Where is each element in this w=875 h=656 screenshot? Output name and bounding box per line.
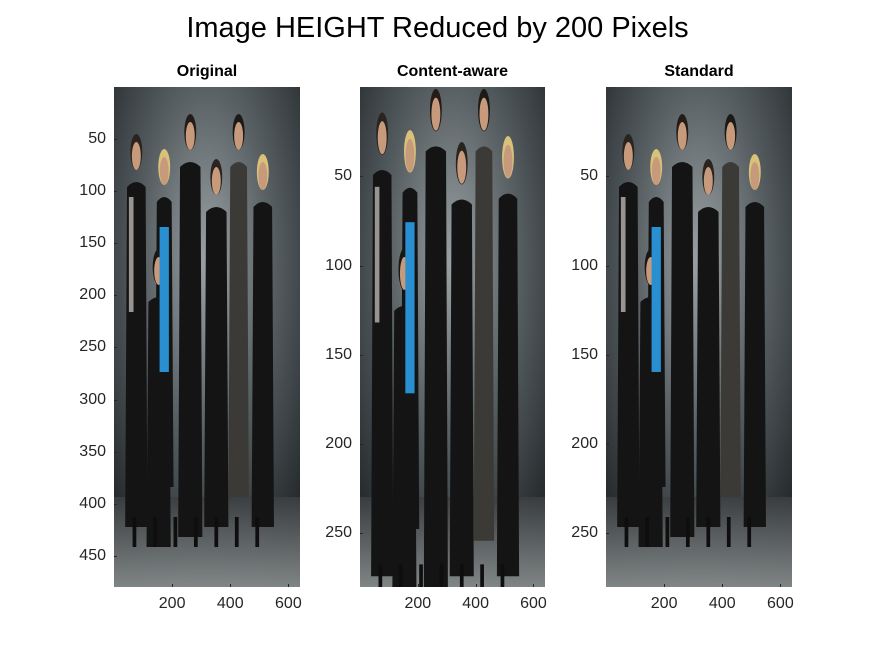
ytick-label: 150 [325,345,352,363]
ytick-label: 250 [571,524,598,542]
xtick-mark [417,584,419,587]
ytick-label: 100 [79,182,106,200]
axes-title-standard: Standard [664,63,734,80]
photo-content-aware [360,87,545,587]
xtick-mark [722,584,724,587]
xtick-label: 400 [462,595,489,612]
xtick-label: 600 [275,595,302,612]
ytick-mark [114,555,117,557]
xtick-label: 400 [708,595,736,612]
ytick-label: 50 [580,167,598,185]
xtick-label: 400 [216,595,244,612]
ytick-mark [360,444,363,446]
xtick-mark [475,584,477,587]
xtick-mark [664,584,666,587]
axes-title-content-aware: Content-aware [396,63,509,80]
ytick-mark [114,191,117,193]
ytick-label: 200 [571,435,598,453]
xtick-mark [172,584,174,587]
ytick-mark [114,451,117,453]
ytick-mark [360,533,363,535]
ytick-mark [114,347,117,349]
xtick-label: 200 [404,595,432,612]
ytick-label: 200 [79,286,106,304]
photo-svg [360,87,545,587]
ytick-label: 150 [79,234,106,252]
ytick-label: 450 [79,546,106,564]
axes-title-original: Original [176,63,238,80]
ytick-mark [114,139,117,141]
xtick-label: 200 [158,595,186,612]
ytick-label: 100 [571,256,598,274]
xtick-mark [780,584,782,587]
ytick-mark [114,399,117,401]
photo-svg [114,87,300,587]
xtick-mark [533,584,535,587]
ytick-mark [360,176,363,178]
axes-original: Original 50 100 150 200 250 300 350 400 450 200 40… [79,63,301,612]
ytick-label: 50 [88,130,106,148]
xtick-mark [288,584,290,587]
ytick-label: 400 [79,494,106,512]
axes-standard: Standard 50 100 150 200 250 200 400 600 [571,63,793,612]
xtick-label: 200 [650,595,678,612]
ytick-label: 250 [325,524,352,542]
ytick-label: 50 [334,167,352,185]
xtick-mark [230,584,232,587]
ytick-label: 300 [79,390,106,408]
ytick-mark [606,265,609,267]
figure-title: Image HEIGHT Reduced by 200 Pixels [186,12,689,44]
ytick-label: 200 [325,435,352,453]
ytick-mark [114,295,117,297]
xtick-label: 600 [520,595,547,612]
ytick-label: 150 [571,345,598,363]
ytick-mark [360,354,363,356]
ytick-mark [606,354,609,356]
axes-content-aware: Content-aware 50 100 150 200 250 200 400 600 [325,63,546,612]
ytick-mark [114,503,117,505]
ytick-label: 350 [79,442,106,460]
ytick-mark [114,243,117,245]
ytick-mark [606,176,609,178]
photo-standard [606,87,792,587]
xtick-label: 600 [767,595,794,612]
ytick-mark [606,444,609,446]
ytick-mark [360,265,363,267]
ytick-label: 250 [79,338,106,356]
ytick-mark [606,533,609,535]
ytick-label: 100 [325,256,352,274]
photo-svg [606,87,792,587]
photo-original [114,87,300,587]
